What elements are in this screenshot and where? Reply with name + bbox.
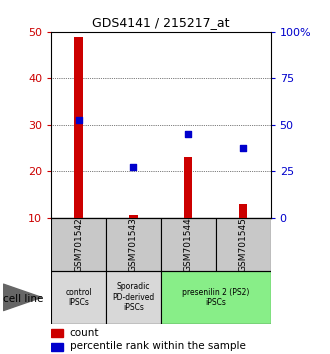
Bar [216, 218, 271, 271]
Bar [51, 271, 106, 324]
Text: count: count [70, 328, 99, 338]
Text: cell line: cell line [3, 294, 44, 304]
Bar [161, 218, 216, 271]
Bar [184, 157, 192, 218]
Point [241, 145, 246, 151]
Text: presenilin 2 (PS2)
iPSCs: presenilin 2 (PS2) iPSCs [182, 288, 249, 307]
Point [131, 164, 136, 170]
Title: GDS4141 / 215217_at: GDS4141 / 215217_at [92, 16, 230, 29]
Bar [51, 329, 63, 337]
Text: GSM701542: GSM701542 [74, 217, 83, 272]
Point [76, 117, 81, 123]
Bar [75, 36, 83, 218]
Polygon shape [3, 284, 42, 311]
Bar [51, 343, 63, 351]
Text: percentile rank within the sample: percentile rank within the sample [70, 342, 246, 352]
Bar [106, 271, 161, 324]
Bar [239, 204, 247, 218]
Text: GSM701544: GSM701544 [184, 217, 193, 272]
Bar [106, 218, 161, 271]
Bar [129, 215, 138, 218]
Text: GSM701543: GSM701543 [129, 217, 138, 272]
Text: control
IPSCs: control IPSCs [65, 288, 92, 307]
Bar [161, 271, 271, 324]
Text: GSM701545: GSM701545 [239, 217, 248, 272]
Point [186, 131, 191, 137]
Text: Sporadic
PD-derived
iPSCs: Sporadic PD-derived iPSCs [112, 282, 154, 312]
Bar [51, 218, 106, 271]
